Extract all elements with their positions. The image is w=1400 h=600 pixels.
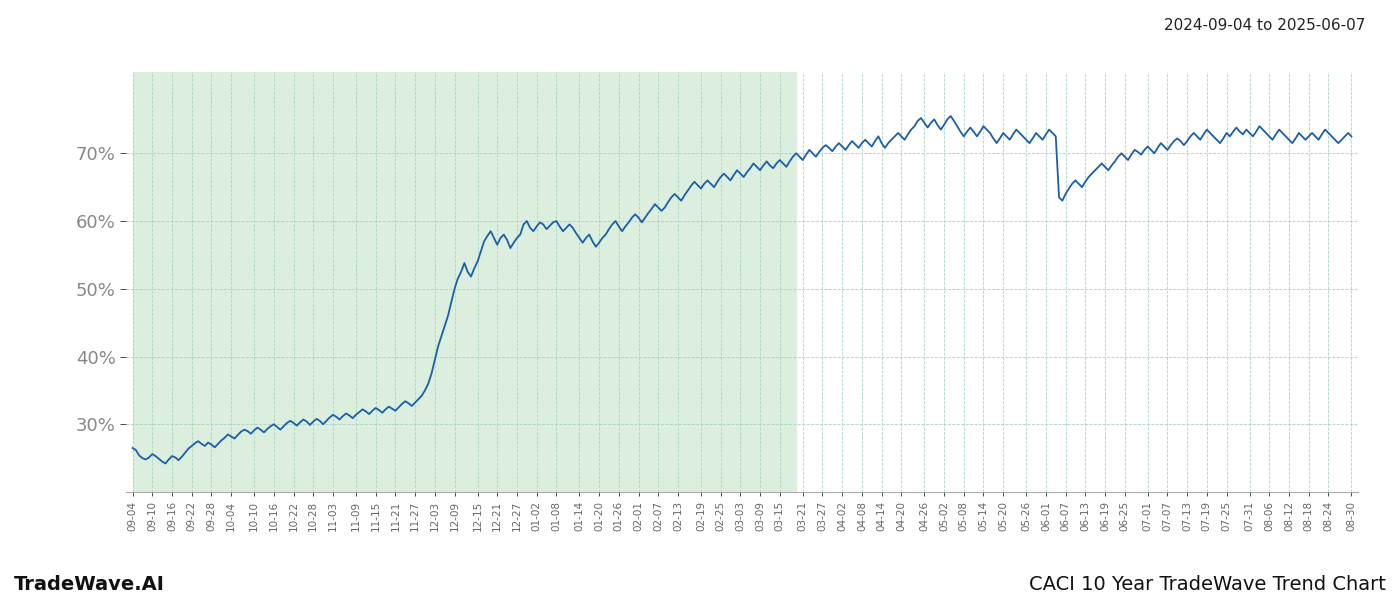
Text: CACI 10 Year TradeWave Trend Chart: CACI 10 Year TradeWave Trend Chart bbox=[1029, 575, 1386, 594]
Text: 2024-09-04 to 2025-06-07: 2024-09-04 to 2025-06-07 bbox=[1163, 18, 1365, 33]
Bar bbox=[133, 72, 797, 492]
Text: TradeWave.AI: TradeWave.AI bbox=[14, 575, 165, 594]
